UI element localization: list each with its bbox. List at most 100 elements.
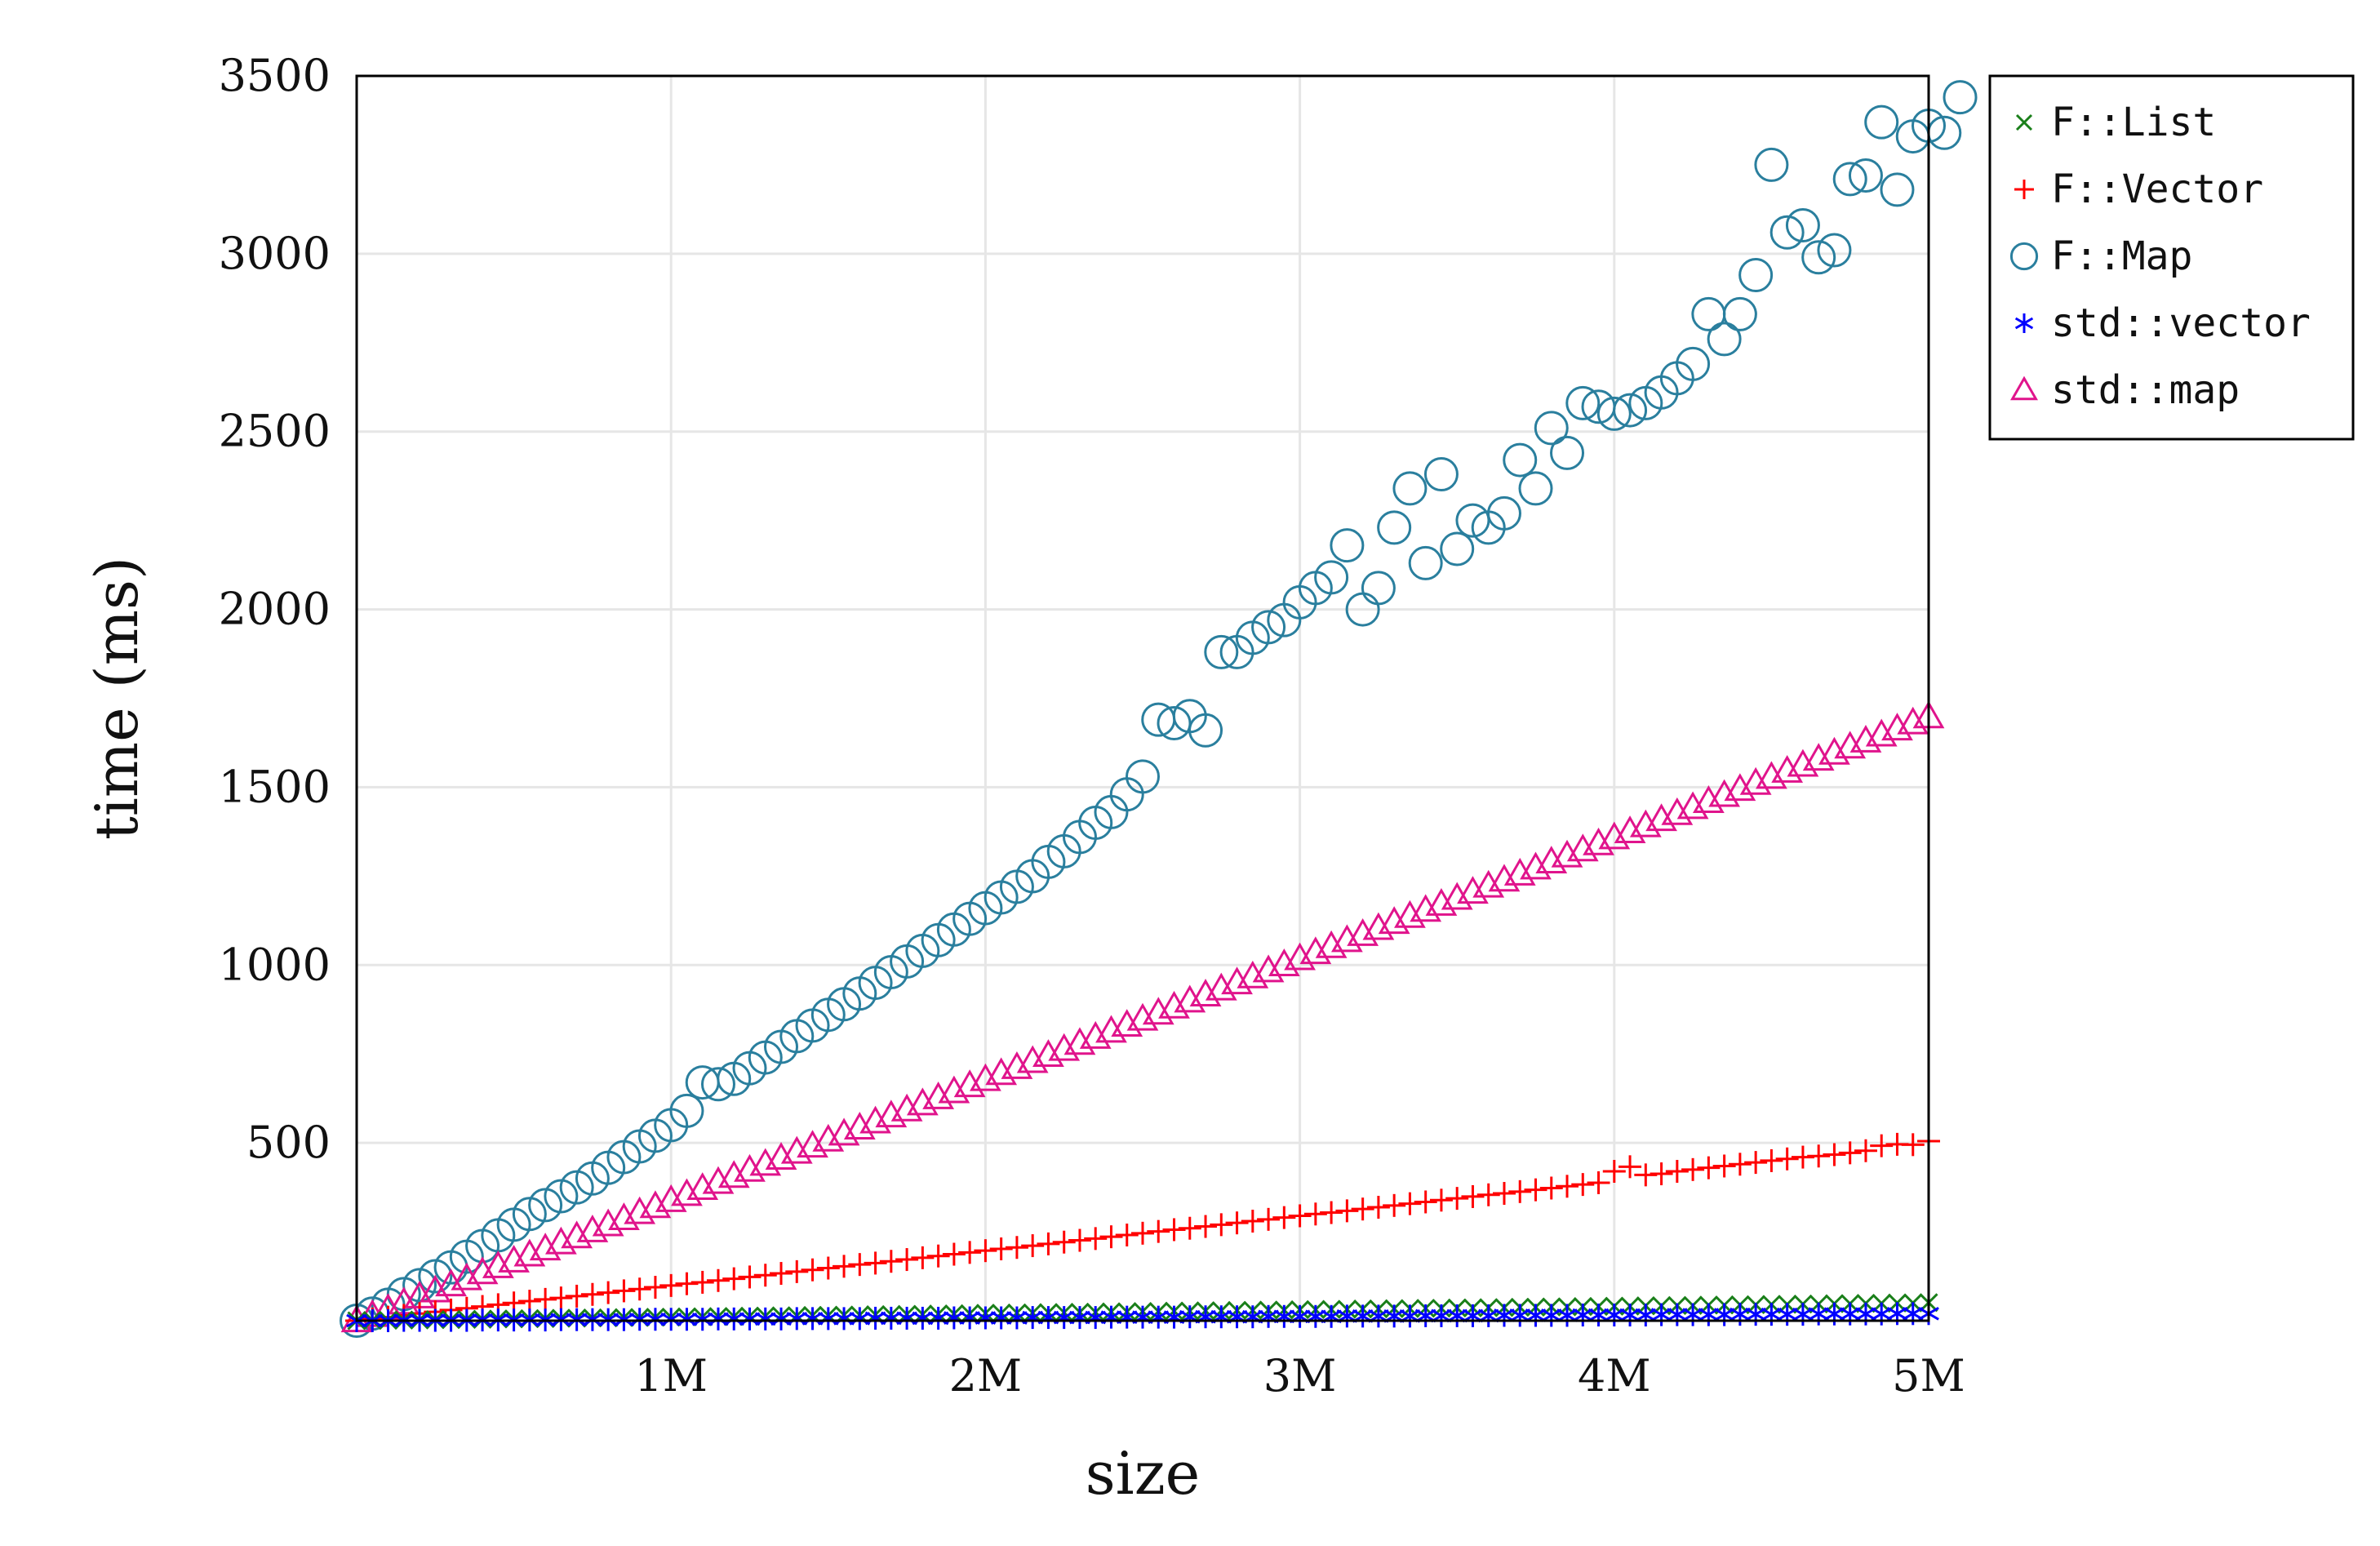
- data-point: [466, 1256, 499, 1285]
- data-point: [786, 1307, 808, 1331]
- data-point: [1147, 1219, 1170, 1243]
- legend-label: std::vector: [2051, 300, 2311, 346]
- data-point: [1158, 990, 1190, 1019]
- data-point: [1839, 1302, 1861, 1326]
- legend: F::ListF::VectorF::Mapstd::vectorstd::ma…: [1988, 74, 2355, 441]
- data-point: [528, 1188, 563, 1223]
- data-point: [906, 1087, 939, 1116]
- legend-label: F::Map: [2051, 233, 2192, 279]
- data-point: [1864, 104, 1899, 140]
- data-point: [1457, 876, 1489, 904]
- data-point: [958, 1241, 982, 1264]
- data-point: [659, 1273, 683, 1297]
- data-point: [1571, 1173, 1595, 1197]
- data-point: [1194, 1215, 1218, 1238]
- data-point: [1682, 1303, 1703, 1326]
- data-point: [1366, 1196, 1390, 1219]
- data-point: [1587, 1171, 1610, 1194]
- data-point: [669, 1093, 704, 1128]
- data-point: [938, 1075, 970, 1104]
- data-point: [1032, 1039, 1064, 1068]
- data-point: [597, 1281, 620, 1304]
- data-point: [797, 1130, 828, 1158]
- data-point: [639, 1190, 672, 1219]
- data-point: [402, 1268, 437, 1303]
- data-point: [959, 1306, 981, 1330]
- data-point: [1769, 215, 1805, 250]
- y-tick-label: 3500: [219, 50, 331, 101]
- data-point: [989, 1237, 1013, 1260]
- data-point: [1021, 1234, 1045, 1258]
- data-point: [1408, 545, 1443, 580]
- data-point: [812, 1123, 845, 1152]
- data-point: [675, 1272, 699, 1295]
- data-point: [1865, 718, 1898, 747]
- legend-item: F::List: [2015, 100, 2216, 145]
- data-point: [1445, 1187, 1469, 1211]
- x-tick-label: 4M: [1578, 1350, 1651, 1402]
- y-tick-label: 1000: [219, 939, 331, 990]
- data-point: [686, 1172, 719, 1201]
- data-point: [1079, 1020, 1112, 1049]
- data-point: [1410, 894, 1442, 922]
- data-point: [544, 1179, 579, 1214]
- y-tick-label: 500: [246, 1117, 331, 1168]
- data-point: [580, 1282, 604, 1306]
- data-point: [592, 1208, 624, 1237]
- data-point: [1131, 1221, 1154, 1245]
- data-point: [1598, 821, 1631, 850]
- data-point: [1320, 1201, 1343, 1224]
- y-tick-label: 1500: [219, 761, 331, 812]
- legend-item: F::Vector: [2014, 167, 2263, 212]
- data-point: [1556, 1175, 1579, 1198]
- data-point: [1881, 713, 1913, 741]
- data-point: [1849, 724, 1882, 753]
- data-point: [1855, 1302, 1876, 1326]
- data-point: [749, 1148, 782, 1176]
- legend-item: F::Map: [2009, 233, 2192, 279]
- data-point: [1099, 1225, 1123, 1249]
- legend-marker: [2014, 313, 2034, 333]
- data-point: [753, 1264, 777, 1287]
- data-point: [780, 1135, 813, 1164]
- data-point: [785, 1259, 809, 1283]
- y-tick-label: 3000: [219, 228, 331, 279]
- data-point: [1817, 233, 1852, 268]
- data-point: [1728, 1153, 1752, 1176]
- data-point: [1508, 1179, 1532, 1203]
- data-point: [1603, 1304, 1625, 1327]
- data-point: [895, 1248, 919, 1272]
- data-point: [1335, 1199, 1359, 1223]
- data-point: [498, 1244, 530, 1273]
- legend-item: std::vector: [2014, 300, 2311, 346]
- data-point: [513, 1238, 546, 1267]
- data-point: [549, 1286, 573, 1310]
- data-point: [1676, 346, 1711, 381]
- data-point: [1174, 984, 1206, 1013]
- data-point: [1785, 208, 1820, 242]
- data-point: [848, 1253, 872, 1277]
- data-point: [1807, 1144, 1831, 1168]
- data-point: [739, 1307, 761, 1331]
- data-point: [717, 1160, 750, 1188]
- legend-item: std::map: [2010, 367, 2240, 413]
- data-point: [1801, 240, 1836, 275]
- data-point: [1550, 435, 1585, 470]
- data-point: [1362, 912, 1395, 940]
- data-point: [1551, 839, 1583, 868]
- data-point: [1486, 495, 1521, 531]
- data-point: [1221, 966, 1253, 995]
- data-point: [849, 1307, 871, 1331]
- data-point: [1398, 1192, 1422, 1215]
- data-point: [722, 1267, 746, 1291]
- legend-marker: [2014, 180, 2034, 199]
- data-point: [612, 1279, 636, 1303]
- data-point: [1210, 1213, 1233, 1237]
- data-point: [1037, 1306, 1059, 1330]
- data-point: [833, 1255, 856, 1278]
- data-point: [765, 1142, 797, 1170]
- data-point: [1303, 1202, 1327, 1226]
- data-point: [1871, 1302, 1893, 1326]
- data-point: [816, 1256, 840, 1280]
- data-point: [1761, 1303, 1783, 1326]
